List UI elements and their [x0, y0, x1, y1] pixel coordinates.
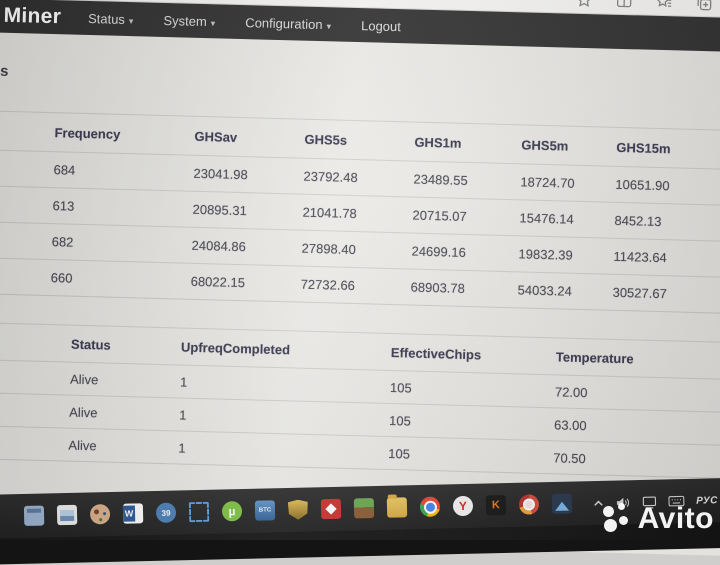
watermark-text: Avito [638, 502, 714, 536]
utorrent-icon[interactable]: µ [222, 501, 242, 521]
chrome-icon[interactable] [420, 497, 440, 517]
btc-app-icon[interactable]: BTC [255, 500, 275, 520]
cell: 24699.16 [411, 244, 518, 262]
calculator-icon[interactable] [24, 506, 44, 526]
cell: 23489.55 [413, 172, 520, 190]
shield-antivirus-icon[interactable] [288, 500, 308, 520]
cell: 23792.48 [303, 169, 413, 187]
chevron-down-icon: ▾ [211, 18, 216, 28]
cell: 72732.66 [300, 277, 410, 295]
col-status: Status [71, 336, 181, 354]
cell: 24084.86 [191, 238, 301, 256]
collections-icon[interactable] [696, 0, 712, 11]
cell: 1 [180, 374, 390, 394]
cell: Alive [69, 404, 179, 422]
cell: 70.50 [553, 450, 720, 470]
avito-watermark: Avito [603, 502, 714, 536]
chain-status-table: Status UpfreqCompleted EffectiveChips Te… [0, 322, 720, 479]
cell: 18724.70 [520, 174, 615, 191]
col-ghs5s: GHS5s [304, 131, 414, 149]
cell: 682 [52, 234, 192, 253]
chevron-down-icon: ▾ [326, 21, 331, 31]
page-content: s e ls Frequency GHSav GHS5s GHS1m GHS5m… [0, 32, 720, 555]
photos-icon[interactable] [552, 494, 572, 514]
file-explorer-icon[interactable] [387, 497, 407, 517]
cell: 20895.31 [192, 202, 302, 220]
miner-brand: Miner [3, 4, 61, 29]
cell: 613 [52, 198, 192, 217]
heading-fragment: s [0, 63, 9, 80]
cell: 105 [389, 413, 554, 432]
cell: 21041.78 [302, 205, 412, 223]
col-frequency: Frequency [54, 125, 194, 144]
cell: 10651.90 [615, 177, 720, 196]
cell: 20715.07 [412, 208, 519, 226]
cell: 1 [179, 407, 389, 427]
cell: 27898.40 [301, 241, 411, 259]
cell: 660 [51, 270, 191, 289]
nav-item-status[interactable]: Status▾ [81, 6, 141, 31]
cell: 63.00 [554, 417, 720, 437]
chrome-profile-icon[interactable] [519, 494, 539, 514]
red-diamond-app-icon[interactable] [321, 499, 341, 519]
favorites-bar-icon[interactable] [656, 0, 672, 10]
cell: 8452.13 [614, 213, 720, 232]
cell: 19832.39 [518, 246, 613, 263]
split-screen-icon[interactable] [616, 0, 632, 9]
cell: 54033.24 [517, 282, 612, 299]
cell: 68022.15 [191, 274, 301, 292]
col-ghs1m: GHS1m [414, 134, 521, 152]
cell: 68903.78 [410, 280, 517, 298]
cell: 72.00 [555, 384, 720, 404]
cell: 684 [53, 162, 193, 181]
yandex-browser-icon[interactable]: Y [453, 496, 473, 516]
nav-item-configuration[interactable]: Configuration▾ [238, 10, 338, 36]
hashrate-table: Frequency GHSav GHS5s GHS1m GHS5m GHS15m… [0, 110, 720, 314]
image-viewer-icon[interactable] [57, 505, 77, 525]
app-badge-39-icon[interactable]: 39 [156, 503, 176, 523]
avito-logo-icon [603, 503, 633, 535]
col-ghs15m: GHS15m [616, 139, 720, 158]
favorite-star-icon[interactable] [576, 0, 592, 8]
cell: 11423.64 [613, 249, 720, 268]
col-upfreqcompleted: UpfreqCompleted [181, 339, 391, 359]
nav-item-system[interactable]: System▾ [156, 8, 222, 33]
nav-item-logout[interactable]: Logout [354, 13, 408, 37]
snipping-tool-icon[interactable] [189, 502, 209, 522]
minecraft-icon[interactable] [354, 498, 374, 518]
cell: 1 [178, 440, 388, 460]
word-icon[interactable]: W [123, 503, 143, 523]
col-ghsav: GHSav [194, 128, 304, 146]
cell: 23041.98 [193, 166, 303, 184]
cell: 15476.14 [519, 210, 614, 227]
cell: 30527.67 [612, 285, 720, 304]
col-temperature: Temperature [556, 349, 720, 369]
cell: 105 [388, 445, 553, 464]
cell: Alive [70, 371, 180, 389]
col-ghs5m: GHS5m [521, 137, 616, 154]
cell: 105 [390, 380, 555, 399]
paint-palette-icon[interactable] [90, 504, 110, 524]
k-app-icon[interactable]: K [486, 495, 506, 515]
cell: Alive [68, 437, 178, 455]
col-effectivechips: EffectiveChips [391, 345, 556, 364]
chevron-down-icon: ▾ [129, 16, 134, 26]
